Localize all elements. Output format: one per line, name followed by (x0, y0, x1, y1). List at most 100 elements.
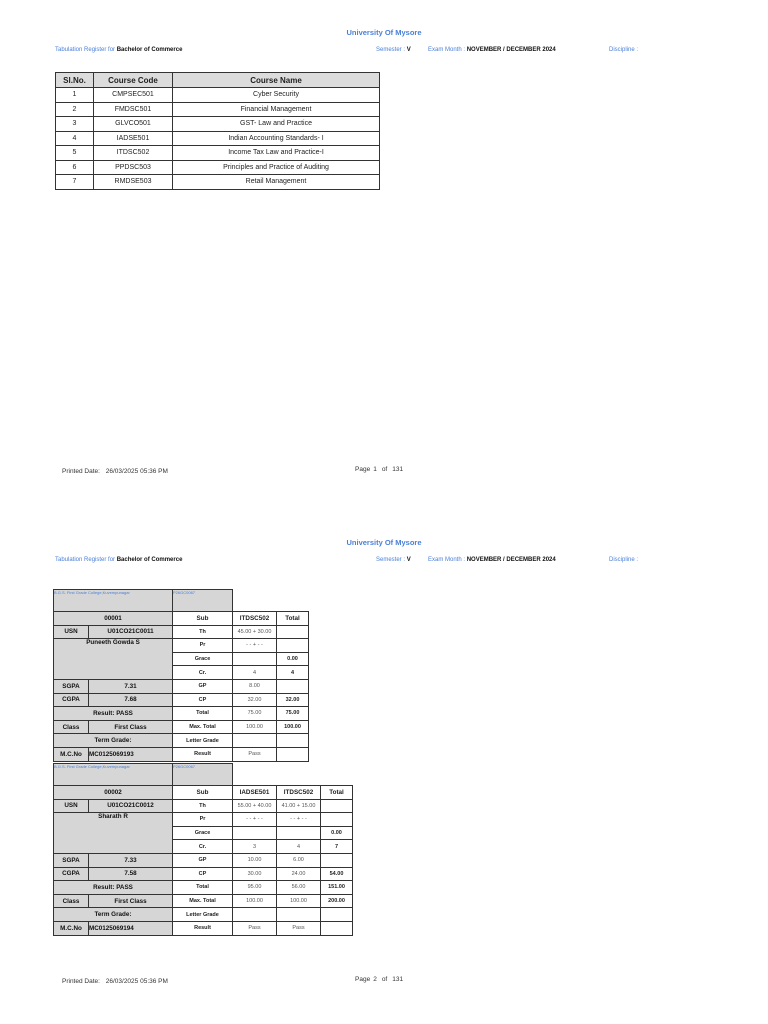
record-row: 00001 Sub ITDSC502 Total (53, 611, 309, 626)
row-label: GP (172, 852, 233, 868)
record-row: Class First Class Max. Total 100.00 100.00 20… (53, 893, 354, 909)
row-label: Th (172, 798, 233, 814)
serial-cell: 2 (55, 101, 94, 117)
semester-label: Semester : (376, 557, 406, 563)
row-label: Max. Total (172, 719, 233, 735)
sgpa-value: 7.31 (88, 678, 173, 694)
row-label: Sub (172, 611, 233, 626)
subject-cr: 4 (232, 665, 277, 680)
total-empty (276, 678, 309, 694)
student-name: Sharath R (53, 812, 173, 854)
course-code-cell: GLVCO501 (93, 116, 173, 132)
total-empty (319, 920, 354, 936)
column-header: Course Code (93, 72, 173, 88)
course-row: 1 CMPSEC501 Cyber Security (55, 87, 380, 103)
subject-code: IADSE501 (232, 785, 277, 800)
row-label: Total (172, 706, 233, 721)
register-label: Tabulation Register for (55, 557, 116, 563)
overall-result: Result: PASS (53, 880, 173, 895)
college-name: B.G.S. First Grade College,Kuvempunagar (53, 589, 173, 612)
course-row: 5 ITDSC502 Income Tax Law and Practice-I (55, 145, 380, 161)
total-empty (319, 907, 354, 922)
class-value: First Class (88, 893, 173, 909)
page-number: 2 (373, 976, 377, 983)
course-row: 4 IADSE501 Indian Accounting Standards- I (55, 130, 380, 146)
total-grace: 0.00 (276, 651, 309, 667)
subject-th: 41.00 + 15.00 (276, 798, 321, 814)
record-row: Class First Class Max. Total 100.00 100.00 (53, 719, 309, 735)
subject-letter (232, 733, 277, 748)
exam-month-value: NOVEMBER / DECEMBER 2024 (466, 557, 556, 563)
university-title: University Of Mysore (346, 28, 422, 37)
discipline-label: Discipline : (609, 557, 639, 563)
row-label: Cr. (172, 665, 233, 680)
row-label: Pr (172, 638, 233, 653)
of-label: of (381, 466, 388, 473)
record-row: M.C.No MC0125069193 Result Pass (53, 746, 309, 762)
college-name: B.G.S. First Grade College,Kuvempunagar (53, 763, 173, 786)
serial-cell: 1 (55, 87, 94, 103)
course-code-cell: IADSE501 (93, 130, 173, 146)
mcno-value: MC0125069193 (88, 746, 173, 762)
total-empty (276, 746, 309, 762)
mcno-label: M.C.No (53, 746, 89, 762)
total-empty (319, 798, 354, 814)
printed-date: Printed Date: 26/03/2025 05:36 PM (62, 978, 168, 985)
class-label: Class (53, 893, 89, 909)
discipline-label: Discipline : (609, 47, 639, 53)
semester-info: Semester : V (376, 557, 411, 563)
student-record: B.G.S. First Grade College,Kuvempunagar P… (53, 763, 354, 936)
subject-max: 100.00 (232, 719, 277, 735)
row-label: CP (172, 866, 233, 882)
subject-max: 100.00 (232, 893, 277, 909)
sgpa-label: SGPA (53, 678, 89, 694)
subject-letter (232, 907, 277, 922)
overall-result: Result: PASS (53, 706, 173, 721)
row-label: Total (172, 880, 233, 895)
row-label: Result (172, 920, 233, 936)
subject-cp: 24.00 (276, 866, 321, 882)
subject-gp: 8.00 (232, 678, 277, 694)
program-name: Bachelor of Commerce (116, 557, 183, 563)
total-grace: 0.00 (319, 825, 354, 841)
term-grade-label: Term Grade: (53, 733, 173, 748)
semester-value: V (406, 557, 411, 563)
row-label: GP (172, 678, 233, 694)
subject-cr: 3 (232, 839, 277, 854)
serial-number: 00001 (53, 611, 173, 626)
course-code-cell: ITDSC502 (93, 145, 173, 161)
course-name-cell: Retail Management (172, 174, 380, 190)
semester-value: V (406, 47, 411, 53)
usn-value: U01CO21C0012 (88, 798, 173, 814)
row-label: Th (172, 624, 233, 640)
college-code: P26GC0067 (172, 589, 233, 612)
record-row: CGPA 7.58 CP 30.00 24.00 54.00 (53, 866, 354, 882)
course-code-cell: FMDSC501 (93, 101, 173, 117)
row-label: Letter Grade (172, 907, 233, 922)
exam-month-label: Exam Month : (428, 47, 466, 53)
term-grade-label: Term Grade: (53, 907, 173, 922)
course-code-cell: CMPSEC501 (93, 87, 173, 103)
serial-cell: 5 (55, 145, 94, 161)
total-pages: 131 (392, 976, 404, 983)
record-row: 00002 Sub IADSE501 ITDSC502 Total (53, 785, 354, 800)
subject-total: 95.00 (232, 880, 277, 895)
course-row: 6 PPDSC503 Principles and Practice of Audi… (55, 159, 380, 175)
subject-th: 55.00 + 40.00 (232, 798, 277, 814)
record-row: USN U01CO21C0011 Th 45.00 + 30.00 (53, 624, 309, 640)
register-label: Tabulation Register for (55, 47, 116, 53)
course-code-cell: PPDSC503 (93, 159, 173, 175)
serial-number: 00002 (53, 785, 173, 800)
mcno-label: M.C.No (53, 920, 89, 936)
printed-date: Printed Date: 26/03/2025 05:36 PM (62, 468, 168, 475)
record-row: Grace 0.00 (54, 651, 309, 667)
serial-cell: 6 (55, 159, 94, 175)
subject-cp: 30.00 (232, 866, 277, 882)
course-row: 7 RMDSE503 Retail Management (55, 174, 380, 190)
cgpa-label: CGPA (53, 692, 89, 708)
record-row: Result: PASS Total 75.00 75.00 (53, 706, 309, 721)
exam-month-info: Exam Month : NOVEMBER / DECEMBER 2024 (428, 47, 556, 53)
of-label: of (381, 976, 388, 983)
serial-cell: 4 (55, 130, 94, 146)
total-cp: 32.00 (276, 692, 309, 708)
